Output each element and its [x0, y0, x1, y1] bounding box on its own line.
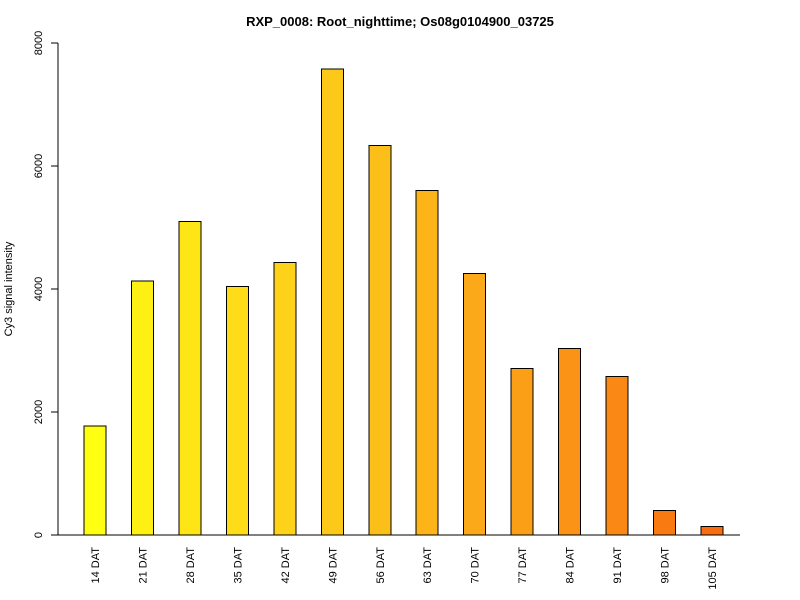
bar-77-dat	[510, 367, 534, 536]
bar-70-dat	[463, 273, 487, 536]
bar-21-dat	[130, 280, 154, 536]
x-tick-label: 77 DAT	[517, 547, 529, 584]
bar-63-dat	[415, 190, 439, 536]
bar-14-dat	[83, 425, 107, 536]
bar-56-dat	[368, 145, 392, 536]
bar-49-dat	[320, 68, 344, 536]
x-tick-label: 42 DAT	[280, 547, 292, 584]
y-tick-label: 6000	[33, 154, 45, 178]
y-tick-label: 4000	[33, 277, 45, 301]
bars-group	[83, 68, 724, 536]
x-tick-label: 91 DAT	[612, 547, 624, 584]
x-tick-label: 63 DAT	[422, 547, 434, 584]
bar-98-dat	[653, 509, 677, 536]
bar-84-dat	[558, 348, 582, 536]
bar-42-dat	[273, 262, 297, 536]
x-tick-label: 56 DAT	[375, 547, 387, 584]
x-tick-label: 35 DAT	[232, 547, 244, 584]
x-tick-label: 84 DAT	[565, 547, 577, 584]
y-axis-label: Cy3 signal intensity	[3, 241, 15, 336]
x-tick-label: 14 DAT	[90, 547, 102, 584]
x-tick-labels: 14 DAT 21 DAT 28 DAT 35 DAT 42 DAT 49 DAT 56 D…	[90, 547, 719, 590]
y-tick-label: 8000	[33, 31, 45, 55]
x-tick-label: 98 DAT	[660, 547, 672, 584]
chart-title: RXP_0008: Root_nighttime; Os08g0104900_0…	[246, 14, 554, 29]
bar-35-dat	[225, 286, 249, 536]
bar-91-dat	[605, 375, 629, 536]
y-tick-label: 2000	[33, 400, 45, 424]
y-tick-label: 0	[33, 532, 45, 538]
x-tick-label: 28 DAT	[185, 547, 197, 584]
bar-105-dat	[700, 525, 724, 536]
y-axis: 0 2000 4000 6000 8000	[33, 31, 59, 538]
x-tick-label: 105 DAT	[707, 547, 719, 590]
x-tick-label: 70 DAT	[470, 547, 482, 584]
x-tick-label: 49 DAT	[327, 547, 339, 584]
bar-28-dat	[178, 220, 202, 536]
x-tick-label: 21 DAT	[137, 547, 149, 584]
